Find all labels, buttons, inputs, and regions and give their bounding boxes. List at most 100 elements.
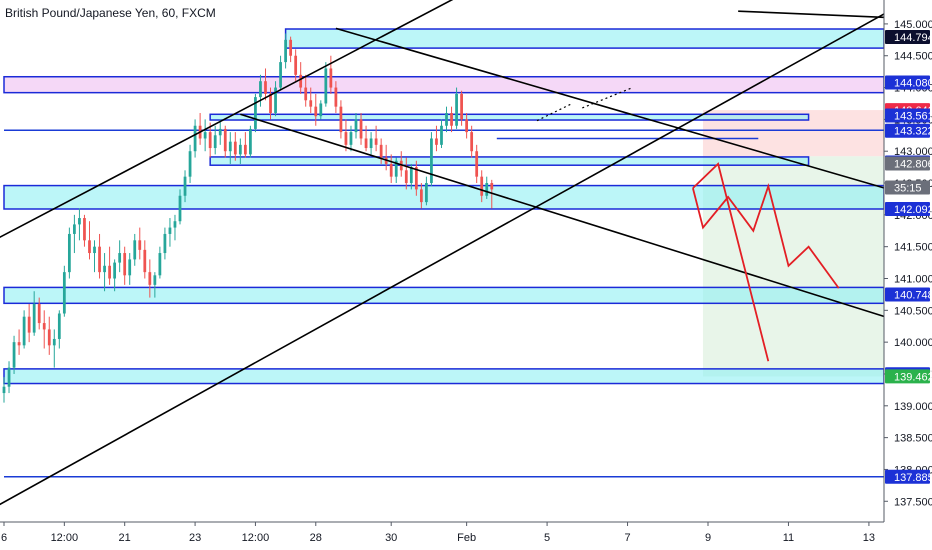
x-tick-label: 30 bbox=[385, 532, 397, 544]
price-label-box bbox=[885, 108, 930, 123]
candle-body bbox=[445, 113, 448, 126]
candle-body bbox=[243, 144, 247, 155]
dotted-line-0 bbox=[536, 102, 573, 122]
candle-body bbox=[274, 87, 277, 114]
candle-body bbox=[309, 100, 313, 107]
price-label-text: 142.806 bbox=[894, 159, 932, 171]
candle-body bbox=[78, 218, 81, 225]
price-label-text: 140.748 bbox=[894, 290, 932, 302]
candle-body bbox=[334, 87, 338, 107]
candle-body bbox=[329, 68, 333, 88]
candle-body bbox=[47, 329, 51, 346]
candle-body bbox=[67, 233, 71, 273]
candle-body bbox=[324, 68, 328, 104]
candle-body bbox=[153, 275, 157, 285]
candle-body bbox=[299, 74, 303, 88]
x-tick-label: 12:00 bbox=[242, 532, 270, 544]
candle-body bbox=[490, 183, 494, 190]
candle-body bbox=[414, 167, 418, 190]
candle-body bbox=[465, 119, 469, 133]
x-tick-label: 6 bbox=[1, 532, 7, 544]
candle-body bbox=[73, 224, 76, 234]
candle-body bbox=[228, 141, 232, 152]
candle-body bbox=[22, 316, 26, 346]
candle-body bbox=[12, 342, 16, 368]
candle-body bbox=[17, 342, 21, 346]
x-tick-label: 13 bbox=[863, 532, 875, 544]
candle-body bbox=[218, 128, 222, 136]
candle-body bbox=[394, 160, 398, 177]
candle-body bbox=[354, 119, 358, 133]
x-tick-label: 7 bbox=[624, 532, 630, 544]
candle-body bbox=[113, 262, 117, 279]
y-tick-label: 145.000 bbox=[894, 19, 932, 31]
candle-body bbox=[404, 170, 408, 184]
x-tick-label: 5 bbox=[544, 532, 550, 544]
price-label-box bbox=[885, 156, 930, 171]
candle-body bbox=[389, 163, 393, 177]
candle-body bbox=[233, 141, 237, 155]
y-tick-label: 139.000 bbox=[894, 401, 932, 413]
x-tick-label: 11 bbox=[783, 532, 794, 544]
candle-body bbox=[450, 113, 453, 126]
candle-body bbox=[32, 303, 36, 333]
candle-body bbox=[133, 240, 137, 260]
candle-body bbox=[88, 240, 91, 254]
y-tick-label: 144.500 bbox=[894, 51, 932, 63]
zone-6 bbox=[3, 368, 885, 385]
y-tick-label: 143.000 bbox=[894, 146, 932, 158]
candle-body bbox=[470, 132, 474, 152]
candle-body bbox=[409, 167, 413, 184]
price-label-box bbox=[885, 201, 930, 216]
y-tick-label: 140.000 bbox=[894, 337, 932, 349]
price-label-text: 144.080 bbox=[894, 77, 932, 89]
candle-body bbox=[118, 253, 122, 263]
dotted-line-1 bbox=[582, 87, 633, 109]
candle-body bbox=[208, 132, 212, 149]
candle-body bbox=[264, 81, 267, 94]
candle-body bbox=[349, 132, 353, 145]
candle-body bbox=[364, 138, 368, 149]
price-label-box bbox=[885, 287, 930, 302]
candle-body bbox=[344, 132, 348, 145]
trendline-2 bbox=[738, 10, 890, 19]
candle-body bbox=[138, 240, 142, 250]
candle-body bbox=[158, 253, 162, 276]
candle-body bbox=[455, 93, 458, 126]
candle-body bbox=[254, 97, 257, 129]
zone-2 bbox=[209, 113, 810, 121]
candle-body bbox=[475, 151, 479, 177]
y-tick-label: 137.500 bbox=[894, 496, 932, 508]
candle-body bbox=[435, 138, 438, 145]
candle-body bbox=[163, 233, 167, 254]
zone-1 bbox=[3, 75, 885, 94]
price-label-box bbox=[885, 75, 930, 90]
trendline-0 bbox=[0, 0, 454, 239]
candle-body bbox=[168, 227, 172, 234]
y-tick-label: 140.500 bbox=[894, 305, 932, 317]
candle-body bbox=[238, 144, 242, 155]
candle-body bbox=[148, 272, 152, 285]
candle-body bbox=[430, 138, 433, 184]
candle-body bbox=[279, 62, 282, 88]
candle-body bbox=[314, 106, 318, 117]
candle-body bbox=[2, 386, 6, 394]
candle-body bbox=[440, 125, 443, 145]
candle-body bbox=[42, 323, 46, 330]
candle-body bbox=[203, 132, 207, 139]
candle-body bbox=[62, 272, 66, 314]
candle-body bbox=[419, 189, 423, 203]
candle-body bbox=[7, 367, 11, 387]
trendline-1 bbox=[0, 10, 890, 506]
trendline-3 bbox=[335, 27, 890, 191]
x-tick-label: 9 bbox=[705, 532, 711, 544]
price-label-box bbox=[885, 123, 930, 138]
candle-body bbox=[319, 103, 323, 117]
x-tick-label: 21 bbox=[119, 532, 131, 544]
candle-body bbox=[374, 138, 378, 145]
y-tick-label: 141.000 bbox=[894, 274, 932, 286]
candle-body bbox=[193, 125, 197, 152]
price-label-text: 144.794 bbox=[894, 32, 932, 44]
candle-body bbox=[213, 135, 217, 149]
